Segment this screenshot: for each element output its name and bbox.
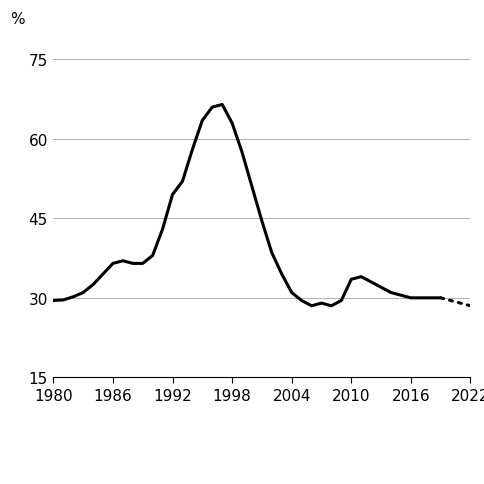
Y-axis label: %: % xyxy=(11,12,25,27)
